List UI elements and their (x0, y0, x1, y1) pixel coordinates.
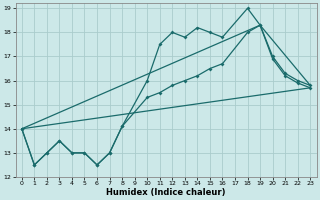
X-axis label: Humidex (Indice chaleur): Humidex (Indice chaleur) (106, 188, 226, 197)
